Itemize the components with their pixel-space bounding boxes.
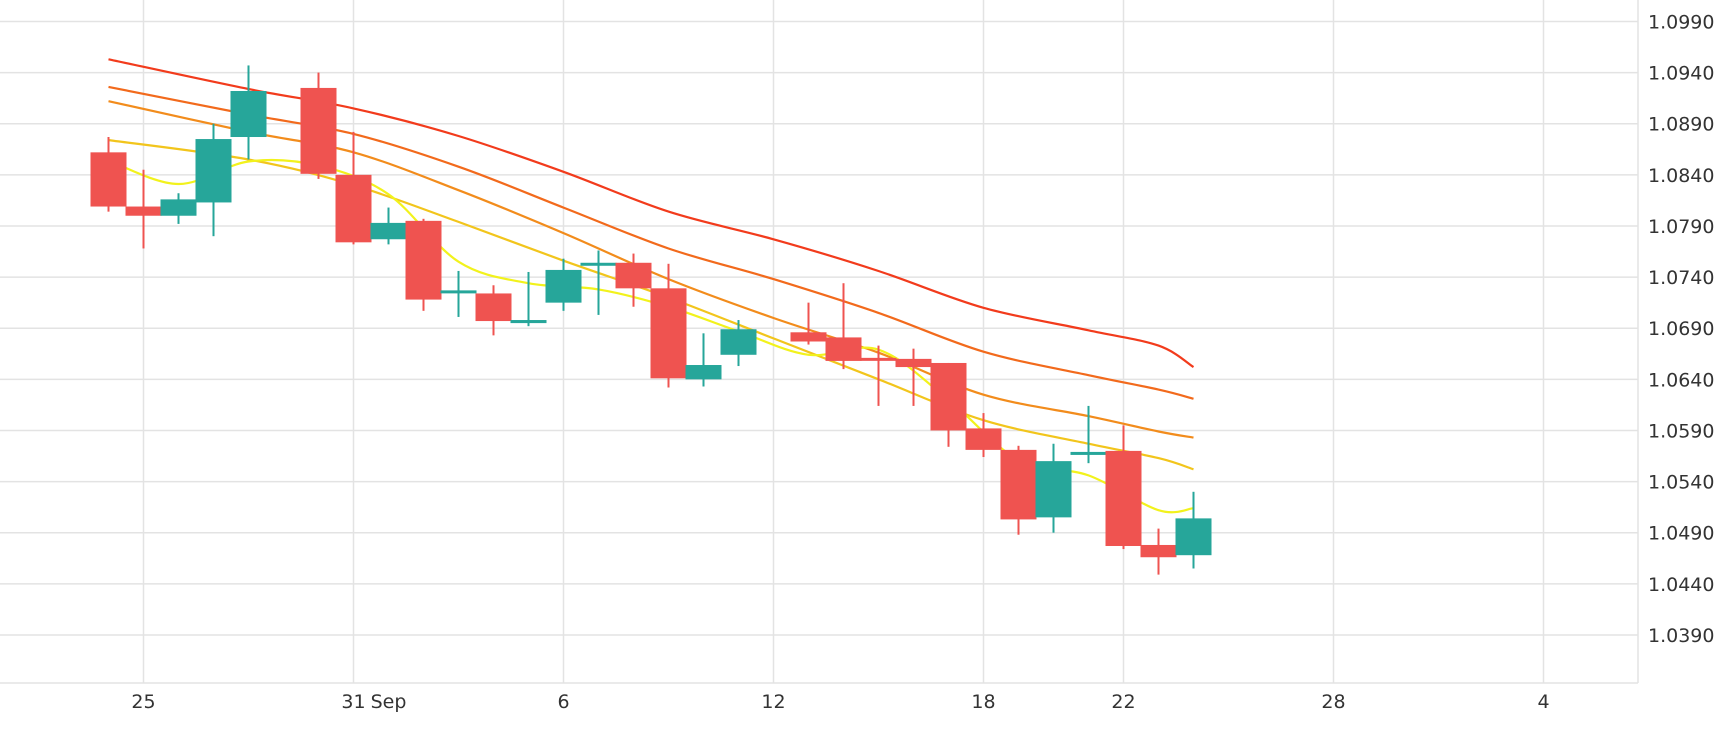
x-tick-label: 18 bbox=[971, 691, 995, 713]
y-tick-label: 1.0590 bbox=[1648, 420, 1714, 442]
candle-body bbox=[405, 220, 442, 300]
y-tick-label: 1.0490 bbox=[1648, 523, 1714, 545]
candle-down bbox=[965, 413, 1002, 458]
candle-up bbox=[195, 123, 232, 237]
x-tick-label: 12 bbox=[761, 691, 785, 713]
y-tick-label: 1.0690 bbox=[1648, 318, 1714, 340]
axis-layer: 1.0990 1.0940 1.0890 1.0840 1.0790 1.0740 1.06… bbox=[131, 11, 1714, 713]
candle-up bbox=[440, 270, 477, 317]
candle-body bbox=[195, 139, 232, 203]
candle-body bbox=[1000, 449, 1037, 520]
candle-body bbox=[930, 362, 967, 431]
candle-body bbox=[860, 357, 897, 361]
candle-down bbox=[300, 72, 337, 179]
candle-down bbox=[1140, 528, 1177, 575]
candle-down bbox=[860, 345, 897, 406]
y-tick-label: 1.0940 bbox=[1648, 63, 1714, 85]
grid-layer bbox=[0, 0, 1639, 684]
candle-body bbox=[230, 90, 267, 138]
y-tick-label: 1.0440 bbox=[1648, 574, 1714, 596]
candle-down bbox=[1105, 425, 1142, 550]
candle-body bbox=[300, 87, 337, 174]
x-tick-label: 25 bbox=[131, 691, 155, 713]
candle-body bbox=[90, 152, 127, 207]
candle-body bbox=[1175, 518, 1212, 556]
y-tick-label: 1.0840 bbox=[1648, 165, 1714, 187]
candle-body bbox=[895, 358, 932, 368]
x-tick-label: 6 bbox=[557, 691, 569, 713]
y-tick-label: 1.0740 bbox=[1648, 267, 1714, 289]
candle-body bbox=[965, 428, 1002, 450]
candle-body bbox=[580, 262, 617, 266]
candle-up bbox=[510, 271, 547, 327]
candle-down bbox=[895, 348, 932, 406]
candle-body bbox=[475, 293, 512, 322]
candle-up bbox=[230, 65, 267, 160]
candle-down bbox=[475, 285, 512, 336]
x-tick-label: 4 bbox=[1537, 691, 1549, 713]
candle-down bbox=[825, 283, 862, 370]
candle-down bbox=[405, 218, 442, 311]
candle-body bbox=[615, 262, 652, 289]
candles-layer bbox=[90, 65, 1212, 575]
candle-body bbox=[1105, 450, 1142, 546]
candle-body bbox=[720, 329, 757, 355]
x-tick-label: 31 bbox=[341, 691, 365, 713]
candle-up bbox=[720, 320, 757, 367]
candle-up bbox=[370, 207, 407, 245]
candle-up bbox=[545, 258, 582, 311]
candle-up bbox=[580, 250, 617, 315]
candle-body bbox=[370, 222, 407, 240]
candle-down bbox=[125, 169, 162, 249]
candle-body bbox=[335, 174, 372, 243]
y-tick-label: 1.0990 bbox=[1648, 11, 1714, 33]
candle-up bbox=[685, 333, 722, 387]
candle-body bbox=[790, 332, 827, 342]
candle-down bbox=[930, 362, 967, 447]
candle-body bbox=[1140, 544, 1177, 558]
y-tick-label: 1.0540 bbox=[1648, 472, 1714, 494]
candle-down bbox=[90, 137, 127, 212]
moving-average-line-4 bbox=[108, 139, 1194, 471]
y-tick-label: 1.0390 bbox=[1648, 625, 1714, 647]
candle-body bbox=[545, 269, 582, 303]
y-tick-label: 1.0890 bbox=[1648, 114, 1714, 136]
candle-up bbox=[160, 193, 197, 224]
candle-down bbox=[1000, 445, 1037, 535]
candle-down bbox=[615, 253, 652, 307]
candle-down bbox=[650, 263, 687, 388]
x-tick-label: 28 bbox=[1321, 691, 1345, 713]
candle-body bbox=[160, 199, 197, 216]
candle-body bbox=[440, 290, 477, 294]
candle-body bbox=[650, 288, 687, 379]
candle-up bbox=[1070, 405, 1107, 464]
y-tick-label: 1.0640 bbox=[1648, 369, 1714, 391]
candle-body bbox=[510, 320, 547, 324]
candle-up bbox=[1175, 491, 1212, 569]
candle-up bbox=[1035, 443, 1072, 533]
candle-body bbox=[1070, 451, 1107, 455]
x-tick-label: Sep bbox=[371, 691, 407, 713]
candle-body bbox=[825, 337, 862, 361]
candle-down bbox=[790, 302, 827, 345]
candle-down bbox=[335, 131, 372, 245]
x-tick-label: 22 bbox=[1111, 691, 1135, 713]
y-tick-label: 1.0790 bbox=[1648, 216, 1714, 238]
candle-body bbox=[1035, 461, 1072, 518]
candle-body bbox=[125, 206, 162, 216]
candle-body bbox=[685, 365, 722, 380]
